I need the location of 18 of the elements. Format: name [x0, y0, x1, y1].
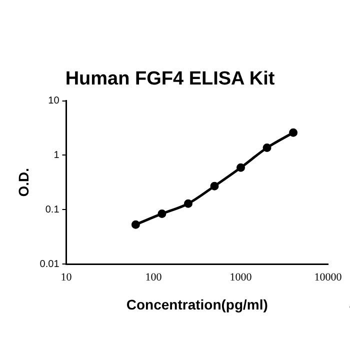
x-tick-label: 10000	[314, 271, 342, 284]
y-tick-label: 10	[48, 96, 60, 107]
x-axis-title: Concentration(pg/ml)	[126, 296, 268, 312]
point	[158, 209, 166, 218]
y-tick-label: 0.1	[45, 204, 60, 216]
point	[289, 128, 298, 137]
y-tick-label: 0.01	[40, 258, 60, 270]
point	[210, 182, 219, 190]
y-tick-label: 1	[54, 150, 60, 161]
y-axis-title: O.D.	[15, 168, 32, 197]
chart-title: Human FGF4 ELISA Kit	[65, 68, 276, 90]
point	[236, 163, 246, 172]
point	[131, 220, 140, 229]
x-tick-label: 100	[145, 271, 162, 284]
point	[184, 199, 192, 208]
x-tick-label: 1000	[230, 271, 252, 284]
x-tick-label: 10	[60, 271, 72, 284]
point	[262, 144, 272, 152]
